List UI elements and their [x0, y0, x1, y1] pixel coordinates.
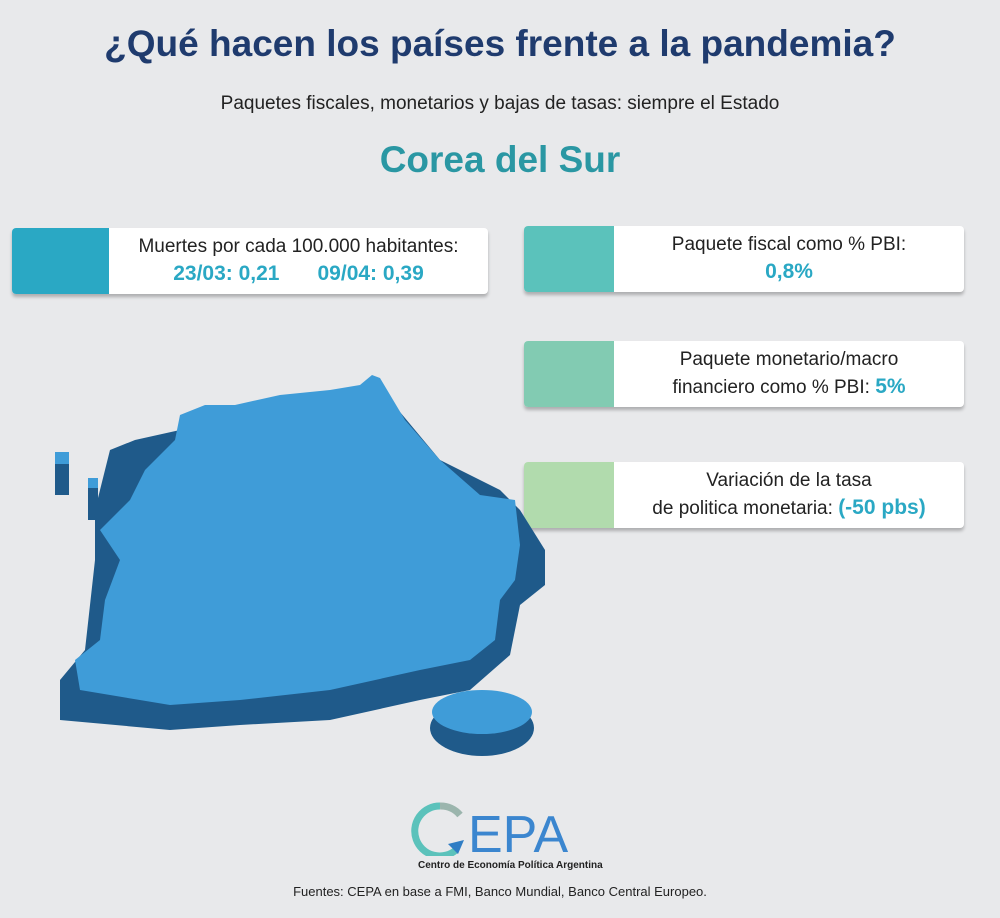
rate-card: Variación de la tasa de politica monetar…	[524, 462, 964, 528]
fiscal-value: 0,8%	[765, 259, 813, 283]
monetary-value: 5%	[875, 374, 906, 398]
logo-wordmark: EPA	[468, 806, 569, 856]
rate-label-1: Variación de la tasa	[706, 470, 872, 491]
page-subtitle: Paquetes fiscales, monetarios y bajas de…	[220, 93, 780, 114]
color-swatch	[524, 341, 614, 407]
cepa-logo: EPA	[411, 802, 569, 856]
monetary-label-2: financiero como % PBI:	[672, 376, 870, 398]
color-swatch	[12, 228, 109, 294]
rate-label-2: de politica monetaria:	[652, 497, 833, 519]
monetary-card: Paquete monetario/macro financiero como …	[524, 341, 964, 407]
deaths-card: Muertes por cada 100.000 habitantes: 23/…	[12, 228, 488, 294]
fiscal-label: Paquete fiscal como % PBI:	[671, 234, 907, 255]
color-swatch	[524, 226, 614, 292]
country-name: Corea del Sur	[379, 139, 621, 180]
map-surface	[55, 375, 532, 734]
color-swatch	[524, 462, 614, 528]
logo-tagline: Centro de Economía Política Argentina	[418, 860, 603, 871]
fiscal-card: Paquete fiscal como % PBI: 0,8%	[524, 226, 964, 292]
monetary-label-1: Paquete monetario/macro	[679, 349, 899, 370]
deaths-value-1: 23/03: 0,21	[173, 261, 280, 285]
deaths-value-2: 09/04: 0,39	[317, 261, 424, 285]
sources: Fuentes: CEPA en base a FMI, Banco Mundi…	[293, 884, 707, 899]
page-title: ¿Qué hacen los países frente a la pandem…	[104, 23, 896, 64]
deaths-label: Muertes por cada 100.000 habitantes:	[138, 236, 459, 257]
rate-value: (-50 pbs)	[838, 495, 926, 519]
